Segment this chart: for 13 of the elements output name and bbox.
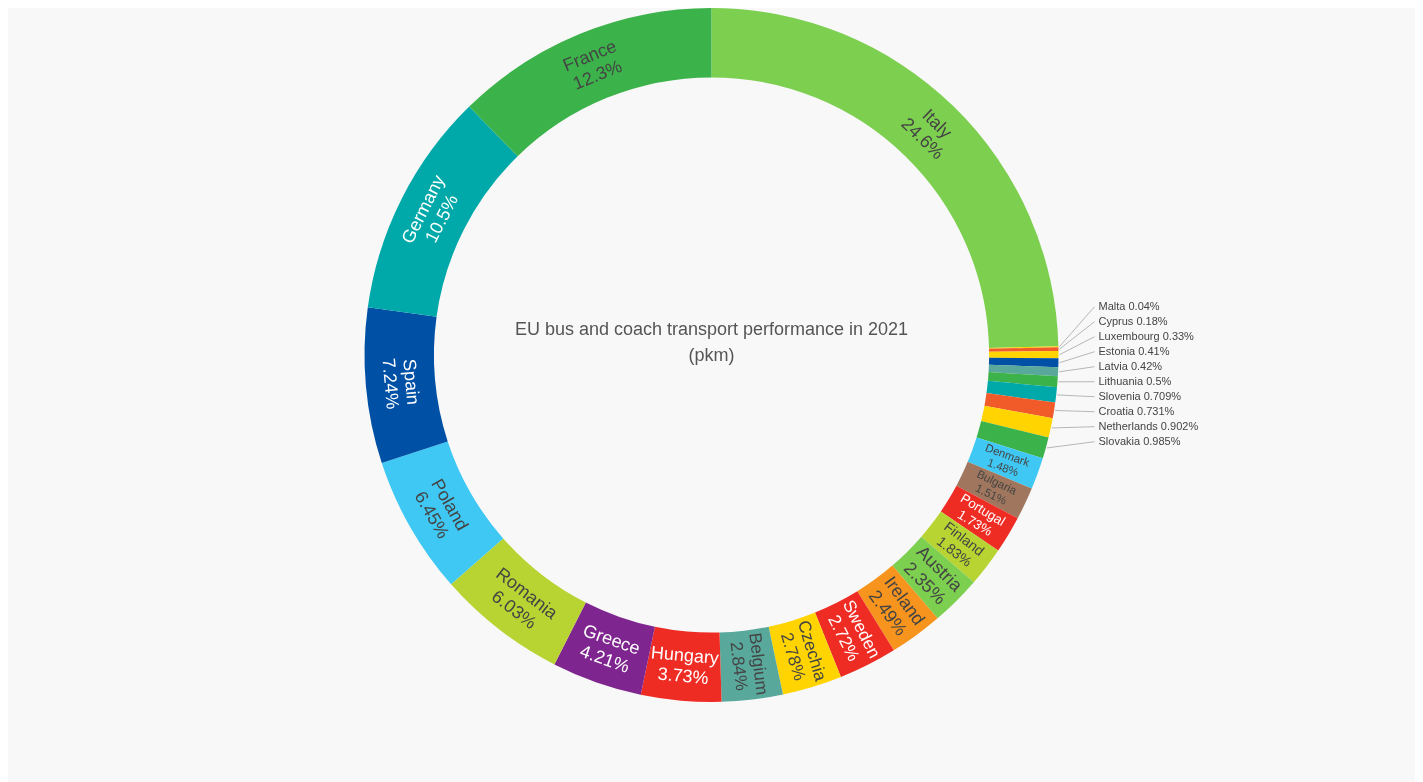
slice-label: Cyprus 0.18%	[1098, 314, 1168, 327]
slice-label: Lithuania 0.5%	[1098, 374, 1172, 387]
slice-label: Slovakia 0.985%	[1098, 434, 1181, 447]
slice-label: Slovenia 0.709%	[1098, 389, 1182, 402]
slice-label: Estonia 0.41%	[1098, 344, 1170, 357]
slice-label: Luxembourg 0.33%	[1098, 329, 1195, 342]
slice-label: Malta 0.04%	[1098, 299, 1160, 312]
text: EU bus and coach transport performance in 2021 (pkm)	[513, 318, 910, 367]
slice-label: Latvia 0.42%	[1098, 359, 1163, 372]
slice-label: Hungary	[650, 642, 720, 669]
slice-label: Netherlands 0.902%	[1098, 419, 1199, 432]
slice-label: Croatia 0.731%	[1098, 404, 1175, 417]
slice-label: Spain	[399, 358, 424, 406]
